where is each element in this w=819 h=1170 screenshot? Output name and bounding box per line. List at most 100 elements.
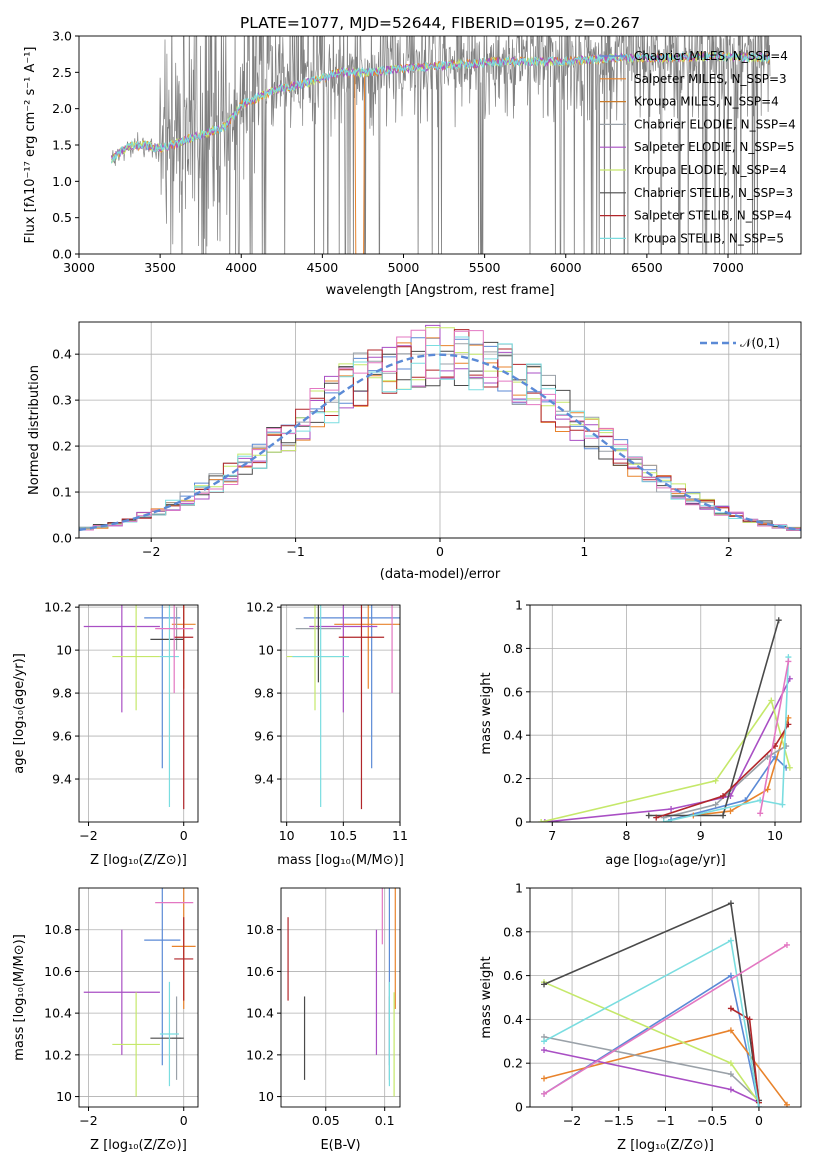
y-tick-label: 10.6 <box>246 964 274 979</box>
weight-point <box>541 1075 548 1082</box>
axes-frame-2 <box>78 604 199 823</box>
y-tick-label: 10.6 <box>44 964 72 979</box>
weight-point <box>660 819 667 822</box>
weight-point <box>727 1027 734 1034</box>
y-tick-label: 2.0 <box>52 101 72 116</box>
residual-histogram-pink <box>79 329 801 532</box>
y-tick-label: 0.8 <box>503 924 523 939</box>
weight-line <box>693 717 790 817</box>
weight-point <box>786 764 793 771</box>
y-tick-label: 9.6 <box>52 729 72 744</box>
y-tick-label: 0.2 <box>52 439 72 454</box>
y-axis-label: age [log₁₀(age/yr)] <box>12 653 27 774</box>
weight-line <box>544 678 791 822</box>
x-tick-label: 0 <box>755 1113 763 1128</box>
x-axis-label: wavelength [Angstrom, rest frame] <box>326 283 555 298</box>
x-tick-label: 2 <box>725 544 733 559</box>
y-tick-label: 1 <box>515 881 523 896</box>
weight-line <box>663 745 787 819</box>
y-tick-label: 3.0 <box>52 29 72 44</box>
x-tick-label: −2 <box>79 828 97 843</box>
x-axis-label: Z [log₁₀(Z/Z⊙)] <box>90 1138 187 1153</box>
y-tick-label: 0.1 <box>52 485 72 500</box>
y-tick-label: 0.4 <box>503 1012 523 1027</box>
y-tick-label: 9.4 <box>52 772 72 787</box>
weight-point <box>541 981 548 988</box>
y-axis-label: mass weight <box>479 672 494 754</box>
x-tick-label: 10 <box>767 828 783 843</box>
legend-entry: Kroupa STELIB, N_SSP=5 <box>634 231 784 245</box>
weight-point <box>727 1060 734 1067</box>
weight-point <box>775 617 782 624</box>
x-axis-label: E(B-V) <box>320 1138 360 1153</box>
weight-point <box>779 801 786 808</box>
y-axis-label: mass weight <box>479 956 494 1038</box>
y-tick-label: 0.8 <box>503 641 523 656</box>
y-tick-label: 1.0 <box>52 174 72 189</box>
y-tick-label: 9.6 <box>254 729 274 744</box>
x-tick-label: −2 <box>563 1113 581 1128</box>
y-tick-label: 0.3 <box>52 393 72 408</box>
x-tick-label: 0 <box>180 828 188 843</box>
x-tick-label: 0.05 <box>312 1113 340 1128</box>
x-axis-label: (data-model)/error <box>380 567 501 582</box>
x-tick-label: 4500 <box>306 260 338 275</box>
chart-title: PLATE=1077, MJD=52644, FIBERID=0195, z=0… <box>240 14 640 32</box>
weight-point <box>712 777 719 784</box>
weight-point <box>757 810 764 817</box>
weight-line <box>540 698 791 822</box>
weight-point <box>653 814 660 821</box>
weight-point <box>727 808 734 815</box>
x-tick-label: 7000 <box>712 260 744 275</box>
legend-entry: Kroupa MILES, N_SSP=4 <box>634 95 779 109</box>
y-tick-label: 0 <box>515 815 523 830</box>
weight-point <box>785 658 792 665</box>
y-tick-label: 0.4 <box>52 347 72 362</box>
weight-point <box>727 937 734 944</box>
x-axis-label: Z [log₁₀(Z/Z⊙)] <box>617 1138 714 1153</box>
panel-4 <box>530 604 801 823</box>
legend-entry: Salpeter MILES, N_SSP=3 <box>634 72 787 86</box>
y-tick-label: 10.4 <box>246 1006 274 1021</box>
y-tick-label: 9.4 <box>254 772 274 787</box>
y-tick-label: 0.0 <box>52 531 72 546</box>
x-tick-label: 0 <box>436 544 444 559</box>
y-tick-label: 10.2 <box>44 600 72 615</box>
weight-point <box>645 812 652 819</box>
y-tick-label: 1.5 <box>52 138 72 153</box>
weight-point <box>727 1086 734 1093</box>
legend-entry: Chabrier MILES, N_SSP=4 <box>634 49 788 63</box>
weight-line <box>655 723 790 819</box>
weight-point <box>727 1005 734 1012</box>
weight-line <box>663 657 790 822</box>
x-axis-label: age [log₁₀(age/yr)] <box>605 853 726 868</box>
x-tick-label: 3000 <box>63 260 95 275</box>
y-axis-label: Flux [fλ10⁻¹⁷ erg cm⁻² s⁻¹ A⁻¹] <box>23 47 38 244</box>
x-tick-label: 5000 <box>388 260 420 275</box>
weight-point <box>712 801 719 808</box>
weight-line <box>543 939 760 1107</box>
x-tick-label: 0 <box>180 1113 188 1128</box>
model-spectrum-kroupa_stelib <box>110 51 770 164</box>
weight-line <box>543 944 788 1095</box>
y-tick-label: 9.8 <box>52 686 72 701</box>
y-tick-label: 0.2 <box>503 1056 523 1071</box>
legend-entry: Kroupa ELODIE, N_SSP=4 <box>634 163 787 177</box>
weight-point <box>727 972 734 979</box>
y-tick-label: 10.8 <box>246 922 274 937</box>
y-tick-label: 0.2 <box>503 771 523 786</box>
weight-point <box>764 786 771 793</box>
y-tick-label: 2.5 <box>52 65 72 80</box>
weight-line <box>670 755 787 821</box>
x-tick-label: −0.5 <box>697 1113 727 1128</box>
weight-point <box>720 792 727 799</box>
panel-6 <box>281 888 400 1107</box>
x-tick-label: 8 <box>623 828 631 843</box>
x-tick-label: 5500 <box>469 260 501 275</box>
x-tick-label: −2 <box>142 544 160 559</box>
weight-point <box>541 1038 548 1045</box>
weight-point <box>541 819 548 822</box>
x-tick-label: 6000 <box>550 260 582 275</box>
y-axis-label: Normed distribution <box>27 365 42 495</box>
